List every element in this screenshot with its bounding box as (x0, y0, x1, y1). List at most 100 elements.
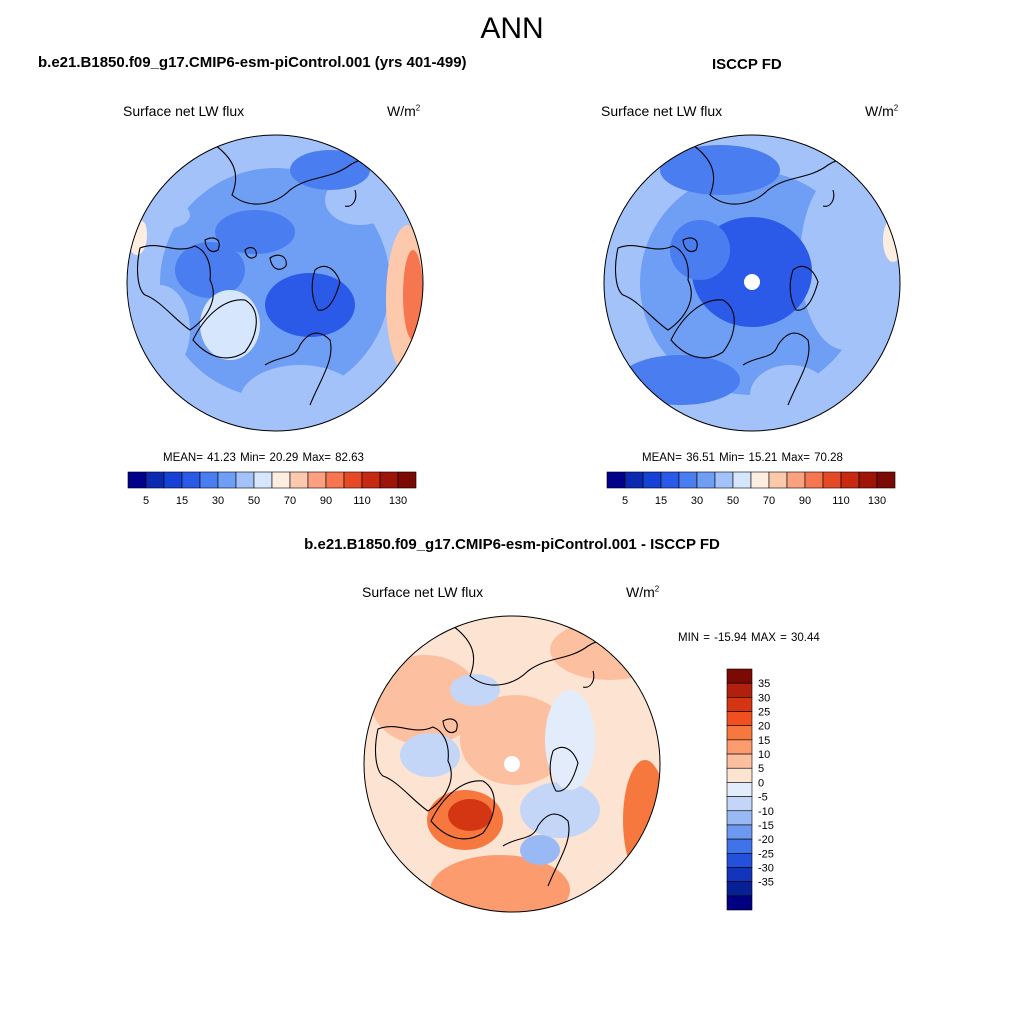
diff-cool-canada (400, 733, 460, 777)
model-colorbar-swatch (217, 471, 237, 489)
model-colorbar-swatch (127, 471, 147, 489)
diff-colorbar-swatch (726, 753, 753, 769)
model-colorbar-tick-label: 5 (143, 495, 149, 507)
diff-map-border (363, 615, 661, 913)
model-colorbar-swatch (163, 471, 183, 489)
diff-colorbar-tick-label: 20 (758, 721, 770, 733)
model-colorbar-swatch (289, 471, 309, 489)
obs-colorbar-swatch (732, 471, 752, 489)
model-colorbar-tick-label: 110 (353, 495, 371, 507)
diff-colorbar-swatch (726, 682, 753, 698)
obs-colorbar-swatch (786, 471, 806, 489)
obs-colorbar-swatch (642, 471, 662, 489)
diff-colorbar-tick-label: -10 (758, 806, 774, 818)
diff-warm-south (430, 855, 570, 912)
model-colorbar-tick-label: 15 (176, 495, 188, 507)
diff-stats: MIN = -15.94 MAX = 30.44 (678, 632, 820, 644)
obs-pole-missing (744, 274, 760, 290)
diff-cool-siberia (545, 690, 595, 790)
diff-warm-ne (550, 620, 660, 680)
diff-colorbar-swatch (726, 725, 753, 741)
obs-stats: MEAN= 36.51 Min= 15.21 Max= 70.28 (642, 452, 843, 464)
obs-map-border (603, 134, 901, 432)
model-dark-patch-center (265, 273, 355, 337)
diff-cool-south (520, 835, 560, 865)
diff-colorbar-swatch (726, 796, 753, 812)
model-stats: MEAN= 41.23 Min= 20.29 Max= 82.63 (163, 452, 364, 464)
model-colorbar-swatch (181, 471, 201, 489)
obs-dark-south (620, 355, 740, 405)
diff-warm-greenland-core (448, 799, 492, 831)
obs-colorbar-tick-label: 50 (727, 495, 739, 507)
diff-colorbar-tick-label: -25 (758, 848, 774, 860)
model-colorbar-swatch (343, 471, 363, 489)
diff-warm-nw (370, 655, 480, 745)
diff-colorbar-tick-label: -20 (758, 834, 774, 846)
obs-units-label: W/m2 (865, 103, 899, 119)
model-panel-title: b.e21.B1850.f09_g17.CMIP6-esm-piControl.… (38, 54, 467, 71)
obs-colorbar-swatch (876, 471, 896, 489)
obs-light-east (800, 170, 890, 350)
obs-colorbar: 5 15 30 50 70 90 110 130 (606, 471, 896, 507)
model-colorbar-swatch (397, 471, 417, 489)
model-colorbar-swatch (235, 471, 255, 489)
obs-colorbar-swatch (714, 471, 734, 489)
diff-cool-atlantic (520, 782, 600, 838)
obs-variable-label: Surface net LW flux (601, 103, 723, 119)
diff-pole-missing (504, 756, 520, 772)
model-colorbar-swatch (199, 471, 219, 489)
diff-cool-north (450, 674, 500, 706)
diff-colorbar-swatch (726, 668, 753, 684)
obs-warm-east (883, 218, 900, 262)
model-colorbar-swatch (379, 471, 399, 489)
diff-colorbar-tick-label: 5 (758, 763, 764, 775)
diff-colorbar-swatch (726, 767, 753, 783)
diff-colorbar-swatch (726, 810, 753, 826)
obs-colorbar-tick-label: 90 (799, 495, 811, 507)
obs-colorbar-swatch (804, 471, 824, 489)
model-variable-label: Surface net LW flux (123, 103, 245, 119)
diff-warm-east (623, 760, 660, 880)
model-light-patch-sw (130, 285, 190, 375)
model-polar-map (127, 135, 423, 431)
obs-panel-title: ISCCP FD (712, 56, 782, 73)
diff-colorbar-swatch (726, 739, 753, 755)
model-dark-patch-nw (215, 210, 295, 254)
obs-colorbar-tick-label: 130 (868, 495, 886, 507)
diff-colorbar-tick-label: -30 (758, 862, 774, 874)
obs-colorbar-swatch (678, 471, 698, 489)
diff-variable-label: Surface net LW flux (362, 584, 484, 600)
model-light-patch-w (140, 201, 190, 229)
model-dark-patch-n (290, 150, 370, 190)
obs-dark-canada (670, 220, 730, 280)
diff-colorbar: 35 30 25 20 15 10 5 0 -5 -10 -15 -20 -25 -30 -35 (726, 668, 774, 911)
obs-colorbar-tick-label: 15 (655, 495, 667, 507)
obs-colorbar-tick-label: 70 (763, 495, 775, 507)
model-light-patch-s (240, 365, 360, 431)
diff-colorbar-swatch (726, 697, 753, 712)
model-units-label: W/m2 (387, 103, 421, 119)
model-colorbar-tick-label: 130 (389, 495, 407, 507)
obs-colorbar-tick-label: 110 (832, 495, 850, 507)
diff-colorbar-tick-label: 25 (758, 707, 770, 719)
model-warm-east-core (403, 250, 423, 340)
diff-warm-center (460, 695, 570, 785)
obs-colorbar-swatch (750, 471, 770, 489)
model-colorbar-swatch (253, 471, 273, 489)
figure-title: ANN (480, 12, 544, 45)
obs-colorbar-swatch (696, 471, 716, 489)
model-greenland-light (200, 290, 260, 360)
obs-polar-map (604, 135, 900, 431)
model-colorbar: 5 15 30 50 70 90 110 130 (127, 471, 417, 507)
diff-colorbar-tick-label: -15 (758, 820, 774, 832)
obs-colorbar-swatch (606, 471, 626, 489)
model-colorbar-swatch (271, 471, 291, 489)
diff-polar-map (364, 616, 660, 912)
diff-colorbar-tick-label: 30 (758, 692, 770, 704)
model-colorbar-swatch (307, 471, 327, 489)
model-colorbar-swatch (325, 471, 345, 489)
diff-panel-title: b.e21.B1850.f09_g17.CMIP6-esm-piControl.… (304, 536, 720, 553)
obs-colorbar-swatch (822, 471, 842, 489)
obs-colorbar-swatch (840, 471, 860, 489)
